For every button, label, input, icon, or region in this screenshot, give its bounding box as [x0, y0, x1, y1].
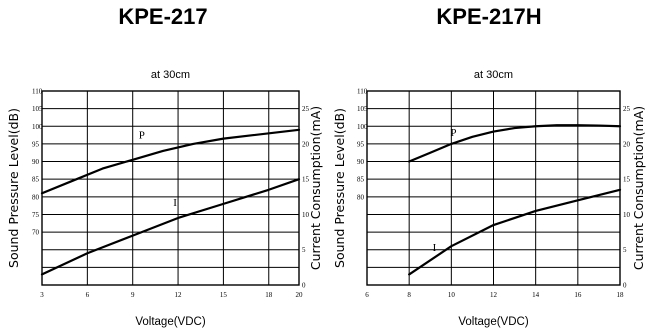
x-tick-label: 20: [296, 291, 304, 299]
y-tick-label-right: 15: [302, 176, 310, 184]
y-axis-label-right: Current Consumption(mA): [308, 106, 323, 270]
series-label-i: I: [433, 242, 437, 254]
x-tick-label: 10: [448, 291, 456, 299]
y-tick-label-left: 95: [32, 140, 40, 148]
y-tick-label-left: 100: [32, 123, 43, 131]
x-axis-label: Voltage(VDC): [135, 316, 205, 328]
chart-subtitle: at 30cm: [151, 69, 190, 81]
y-axis-label-right: Current Consumption(mA): [631, 106, 646, 270]
x-tick-label: 12: [175, 291, 183, 299]
series-label-p: P: [450, 127, 456, 139]
x-tick-label: 8: [407, 291, 411, 299]
y-tick-label-right: 5: [623, 246, 627, 254]
y-tick-label-right: 10: [623, 211, 631, 219]
y-tick-label-right: 20: [623, 140, 631, 148]
series-label-i: I: [173, 197, 177, 209]
y-axis-label-left: Sound Pressure Level(dB): [332, 108, 347, 268]
x-tick-label: 16: [574, 291, 582, 299]
y-axis-label-left: Sound Pressure Level(dB): [6, 108, 21, 268]
y-tick-label-left: 110: [32, 88, 43, 96]
x-tick-label: 9: [131, 291, 135, 299]
y-tick-label-left: 110: [357, 88, 368, 96]
y-tick-label-right: 20: [302, 140, 310, 148]
x-tick-label: 14: [532, 291, 540, 299]
y-tick-label-right: 15: [623, 176, 631, 184]
sound-pressure-curve: [40, 128, 301, 195]
x-tick-label: 6: [86, 291, 90, 299]
y-tick-label-left: 105: [357, 105, 368, 113]
x-tick-label: 18: [265, 291, 273, 299]
chart-subtitle: at 30cm: [474, 69, 513, 81]
y-tick-label-left: 70: [32, 229, 40, 237]
current-consumption-curve: [408, 188, 622, 276]
y-tick-label-left: 85: [357, 176, 365, 184]
y-tick-label-left: 90: [357, 158, 365, 166]
x-tick-label: 15: [220, 291, 228, 299]
y-tick-label-left: 80: [357, 193, 365, 201]
y-tick-label-left: 105: [32, 105, 43, 113]
series-label-p: P: [139, 130, 145, 142]
x-tick-label: 6: [365, 291, 369, 299]
y-tick-label-left: 75: [32, 211, 40, 219]
y-tick-label-left: 100: [357, 123, 368, 131]
sound-pressure-curve: [408, 124, 622, 163]
chart-title-kpe-217h: KPE-217H: [436, 4, 542, 29]
chart-title-kpe-217: KPE-217: [118, 4, 208, 29]
y-tick-label-right: 5: [302, 246, 306, 254]
x-axis-label: Voltage(VDC): [458, 316, 528, 328]
plot-frame: [366, 90, 621, 286]
x-tick-label: 3: [40, 291, 44, 299]
y-tick-label-right: 25: [302, 105, 310, 113]
x-tick-label: 12: [490, 291, 498, 299]
y-tick-label-right: 25: [623, 105, 631, 113]
y-tick-label-left: 90: [32, 158, 40, 166]
x-tick-label: 18: [617, 291, 625, 299]
y-tick-label-left: 80: [32, 193, 40, 201]
y-tick-label-left: 85: [32, 176, 40, 184]
current-consumption-curve: [40, 178, 301, 276]
y-tick-label-left: 95: [357, 140, 365, 148]
y-tick-label-right: 0: [302, 282, 306, 290]
plot-frame: [41, 90, 300, 286]
y-tick-label-right: 0: [623, 282, 627, 290]
y-tick-label-right: 10: [302, 211, 310, 219]
